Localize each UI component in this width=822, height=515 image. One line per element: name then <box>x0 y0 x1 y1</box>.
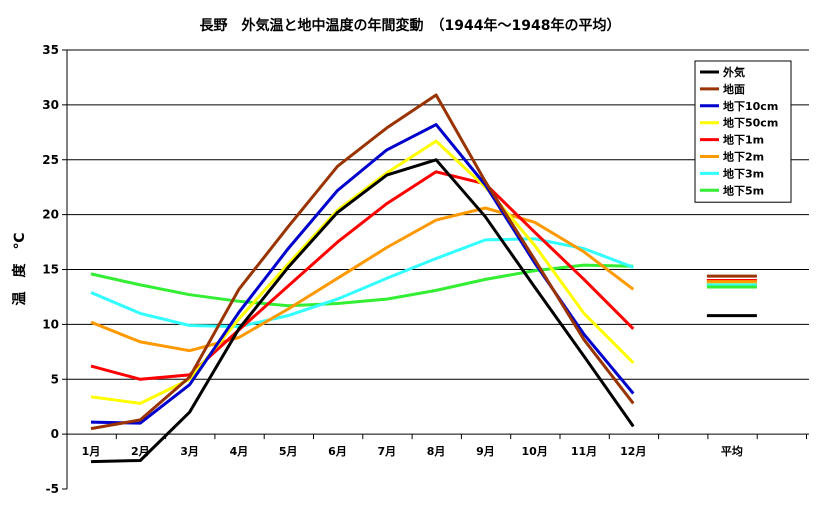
series-line <box>90 263 634 308</box>
series-line <box>90 158 635 464</box>
y-tick-label: 20 <box>42 208 59 222</box>
x-tick-label: 6月 <box>328 445 347 458</box>
chart-title: 長野 外気温と地中温度の年間変動 （1944年～1948年の平均） <box>200 17 621 34</box>
legend-entry: 地面 <box>723 82 745 96</box>
y-axis-label: 温 度 ℃ <box>11 232 28 305</box>
y-tick-label: -5 <box>46 482 59 496</box>
series-line <box>90 170 635 381</box>
x-tick-label: 8月 <box>427 445 446 458</box>
x-tick-label-average: 平均 <box>721 444 743 458</box>
legend-entry: 地下3m <box>723 166 764 180</box>
x-tick-label: 3月 <box>180 445 199 458</box>
y-tick-label: 25 <box>42 153 59 167</box>
x-tick-label: 1月 <box>82 445 101 458</box>
x-tick-label: 7月 <box>377 445 396 458</box>
legend-entry: 地下10cm <box>723 99 778 113</box>
y-tick-label: 30 <box>42 98 59 112</box>
average-markers <box>706 274 757 318</box>
y-tick-label: 15 <box>42 263 59 277</box>
y-tick-label: 35 <box>42 43 59 57</box>
y-tick-label: 10 <box>42 317 59 331</box>
legend-entry: 外気 <box>722 65 745 79</box>
y-tick-label: 5 <box>51 372 59 386</box>
series-lines <box>90 93 635 464</box>
legend-entry: 地下5m <box>723 183 764 197</box>
legend-box <box>694 60 792 203</box>
legend-entry: 地下2m <box>723 150 764 164</box>
legend-entry: 地下50cm <box>723 116 778 130</box>
x-tick-label: 11月 <box>571 445 597 458</box>
x-tick-label: 12月 <box>620 445 646 458</box>
series-line <box>90 93 635 431</box>
x-tick-label: 9月 <box>476 445 495 458</box>
x-tick-label: 4月 <box>230 445 249 458</box>
x-tick-label: 5月 <box>279 445 298 458</box>
y-tick-label: 0 <box>51 427 59 441</box>
x-tick-label: 10月 <box>522 445 548 458</box>
series-line <box>90 206 635 353</box>
legend-entry: 地下1m <box>723 133 764 147</box>
